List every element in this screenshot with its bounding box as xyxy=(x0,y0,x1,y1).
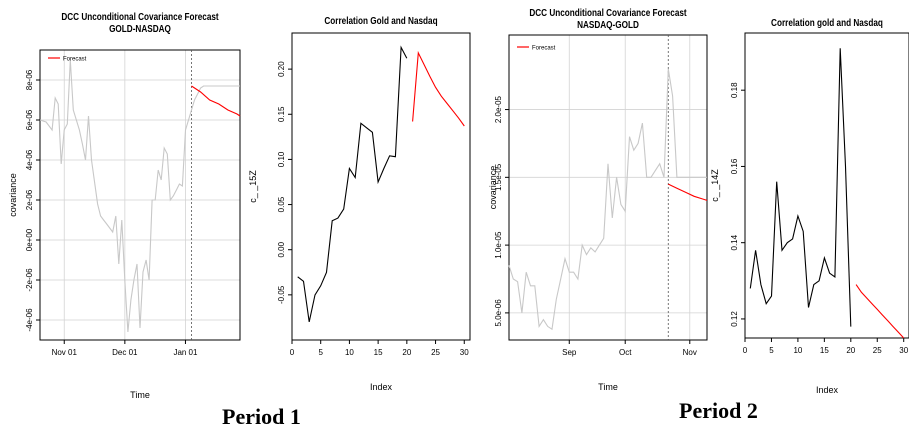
chart-title: DCC Unconditional Covariance Forecast xyxy=(61,11,218,22)
y-tick-label: 6e-06 xyxy=(25,109,34,130)
y-tick-label: 0.12 xyxy=(730,311,739,327)
chart-title: Correlation Gold and Nasdaq xyxy=(324,15,437,26)
x-tick-label: 15 xyxy=(374,348,383,357)
y-tick-label: 2.0e-05 xyxy=(494,95,503,123)
series-forecast-line xyxy=(855,284,905,339)
chart-title: Correlation gold and Nasdaq xyxy=(771,17,883,28)
chart-cov-nasdaq-gold: DCC Unconditional Covariance ForecastNAS… xyxy=(488,7,708,392)
y-tick-label: 0.00 xyxy=(277,241,286,257)
y-tick-label: -2e-06 xyxy=(25,268,34,292)
period-1-label: Period 1 xyxy=(222,404,301,429)
y-tick-label: -4e-06 xyxy=(25,308,34,332)
y-axis-label: c_ _14Z xyxy=(710,169,720,202)
y-tick-label: 0.20 xyxy=(277,61,286,77)
series-history-line xyxy=(508,68,707,331)
x-tick-label: Oct xyxy=(619,348,632,357)
series-history-line xyxy=(749,48,852,327)
series-forecast-line xyxy=(668,183,708,201)
period-2-label: Period 2 xyxy=(679,398,758,423)
y-tick-label: 2e-06 xyxy=(25,189,34,210)
chart-subtitle: NASDAQ-GOLD xyxy=(577,19,639,30)
x-tick-label: Jan 01 xyxy=(173,348,198,357)
x-tick-label: Nov 01 xyxy=(52,348,78,357)
y-tick-label: 5.0e-06 xyxy=(494,299,503,327)
x-tick-label: 0 xyxy=(743,346,748,355)
series-forecast-line xyxy=(412,50,465,127)
plot-frame xyxy=(39,49,241,341)
series-history-line xyxy=(297,45,408,323)
chart-subtitle: GOLD-NASDAQ xyxy=(109,23,171,34)
y-tick-label: 0.05 xyxy=(277,196,286,212)
chart-corr-gold-nasdaq-2: Correlation gold and Nasdaq 0.12 0.14 0.16 0… xyxy=(710,17,909,395)
plot-frame xyxy=(291,32,471,341)
y-tick-label: 4e-06 xyxy=(25,149,34,170)
y-axis-label: c_ _15Z xyxy=(248,170,258,203)
x-tick-label: 30 xyxy=(460,348,469,357)
x-tick-label: 15 xyxy=(820,346,829,355)
y-axis-label: covariance xyxy=(488,166,498,210)
x-tick-label: 10 xyxy=(793,346,802,355)
legend-label-forecast: Forecast xyxy=(63,57,87,63)
chart-cov-gold-nasdaq: DCC Unconditional Covariance ForecastGOL… xyxy=(8,11,241,400)
x-tick-label: 5 xyxy=(769,346,774,355)
y-tick-label: 1.0e-05 xyxy=(494,231,503,259)
y-tick-label: 0.18 xyxy=(730,82,739,98)
x-tick-label: 0 xyxy=(290,348,295,357)
y-tick-label: 8e-06 xyxy=(25,69,34,90)
y-tick-label: 0.10 xyxy=(277,151,286,167)
y-axis-label: covariance xyxy=(8,173,18,217)
plot-frame xyxy=(508,34,708,341)
y-tick-label: 0.16 xyxy=(730,158,739,174)
x-tick-label: Dec 01 xyxy=(112,348,138,357)
x-axis-label: Index xyxy=(816,385,839,395)
x-axis-label: Index xyxy=(370,382,393,392)
x-tick-label: 20 xyxy=(402,348,411,357)
x-tick-label: Sep xyxy=(562,348,577,357)
y-tick-label: 0e+00 xyxy=(25,228,34,251)
x-axis-label: Time xyxy=(130,390,150,400)
x-tick-label: Nov xyxy=(683,348,697,357)
series-forecast-line xyxy=(191,85,241,117)
y-tick-label: -0.05 xyxy=(277,285,286,304)
x-tick-label: 20 xyxy=(846,346,855,355)
x-tick-label: 25 xyxy=(431,348,440,357)
x-tick-label: 25 xyxy=(873,346,882,355)
y-tick-label: 0.15 xyxy=(277,106,286,122)
y-tick-label: 1.5e-05 xyxy=(494,163,503,191)
x-tick-label: 10 xyxy=(345,348,354,357)
plot-frame xyxy=(744,32,909,339)
series-history-line xyxy=(39,59,240,333)
legend-label-forecast: Forecast xyxy=(532,46,556,52)
y-tick-label: 0.14 xyxy=(730,234,739,250)
chart-title: DCC Unconditional Covariance Forecast xyxy=(529,7,686,18)
x-tick-label: 30 xyxy=(899,346,908,355)
x-tick-label: 5 xyxy=(318,348,323,357)
chart-corr-gold-nasdaq: Correlation Gold and Nasdaq -0.05 0.00 0.05… xyxy=(248,15,471,392)
x-axis-label: Time xyxy=(598,382,618,392)
